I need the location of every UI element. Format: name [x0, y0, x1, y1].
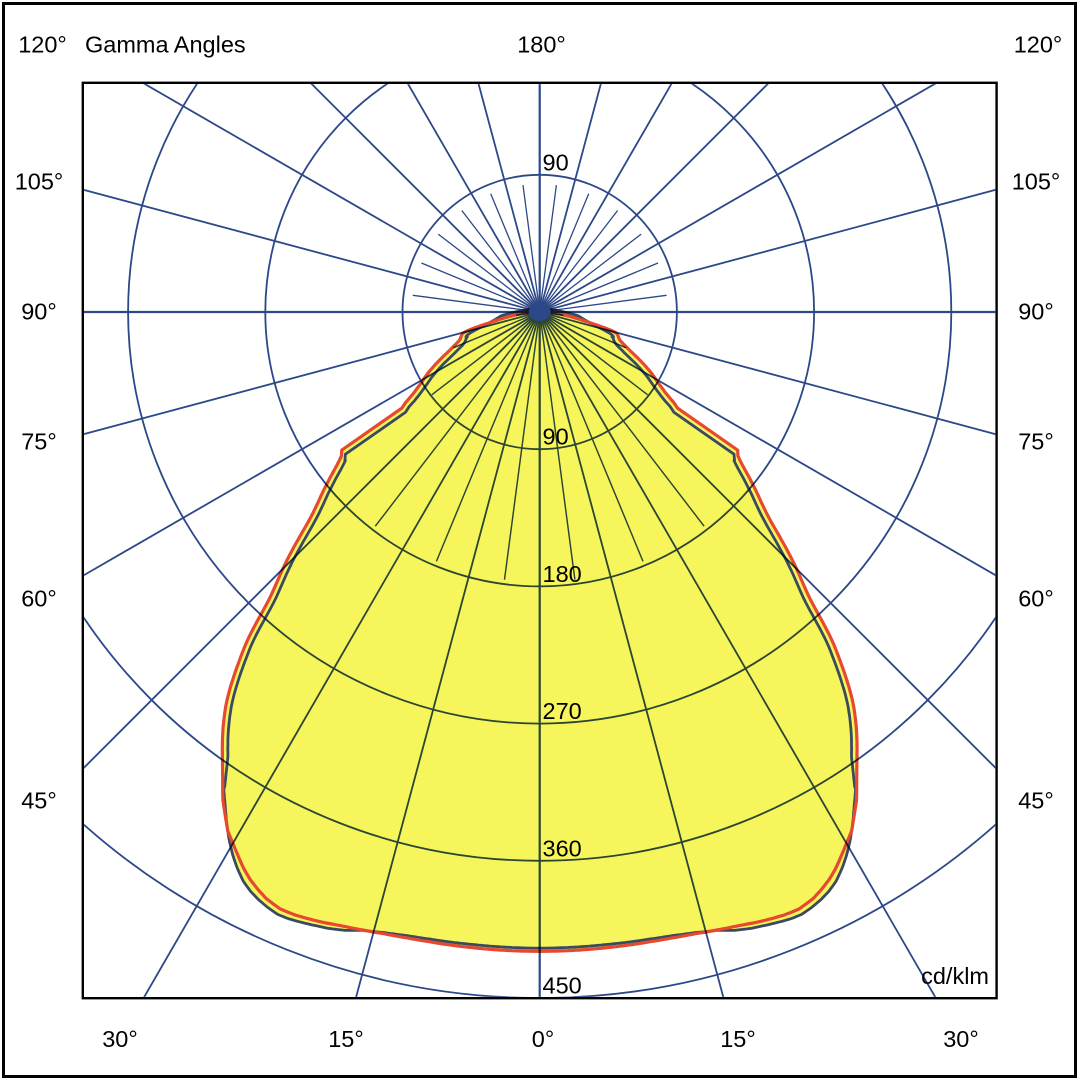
- svg-text:450: 450: [543, 973, 582, 999]
- svg-text:15°: 15°: [328, 1026, 364, 1052]
- svg-text:270: 270: [543, 698, 582, 724]
- svg-text:0°: 0°: [532, 1026, 554, 1052]
- svg-text:30°: 30°: [943, 1026, 979, 1052]
- svg-text:120°: 120°: [1014, 32, 1063, 58]
- svg-text:180: 180: [543, 561, 582, 587]
- svg-text:Gamma Angles: Gamma Angles: [85, 32, 246, 58]
- svg-text:90: 90: [543, 149, 569, 175]
- svg-text:360: 360: [543, 835, 582, 861]
- svg-text:15°: 15°: [720, 1026, 756, 1052]
- svg-text:60°: 60°: [21, 586, 57, 612]
- svg-text:90°: 90°: [21, 299, 57, 325]
- svg-text:120°: 120°: [18, 32, 67, 58]
- svg-text:60°: 60°: [1018, 586, 1054, 612]
- svg-text:105°: 105°: [1012, 169, 1061, 195]
- svg-text:cd/klm: cd/klm: [921, 963, 989, 989]
- svg-text:30°: 30°: [102, 1026, 138, 1052]
- svg-text:90: 90: [543, 424, 569, 450]
- svg-text:45°: 45°: [21, 788, 57, 814]
- svg-text:105°: 105°: [15, 169, 64, 195]
- svg-text:75°: 75°: [21, 429, 57, 455]
- svg-text:45°: 45°: [1018, 788, 1054, 814]
- svg-text:180°: 180°: [517, 32, 566, 58]
- svg-text:90°: 90°: [1018, 299, 1054, 325]
- svg-text:75°: 75°: [1018, 429, 1054, 455]
